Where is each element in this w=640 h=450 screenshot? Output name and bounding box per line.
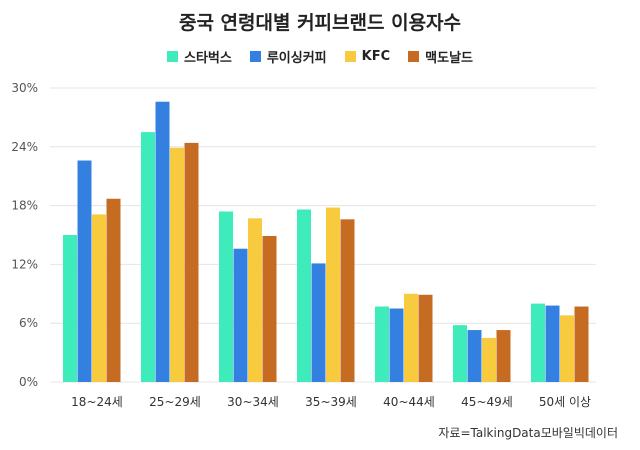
legend-item-kfc: KFC — [344, 47, 391, 66]
legend-swatch-kfc — [344, 51, 356, 62]
bar — [184, 142, 199, 382]
legend-label-kfc: KFC — [361, 49, 391, 64]
x-tick-label: 45~49세 — [461, 395, 513, 409]
bar — [219, 211, 233, 382]
legend-swatch-mcdonalds — [408, 51, 420, 62]
legend-item-mcdonalds: 맥도날드 — [408, 47, 473, 66]
bar — [404, 293, 418, 382]
bar — [545, 305, 560, 382]
bar — [155, 101, 170, 382]
y-tick-label: 0% — [19, 375, 38, 389]
bar — [106, 198, 121, 382]
bar — [531, 303, 545, 382]
y-tick-label: 30% — [11, 81, 38, 95]
bar — [92, 214, 106, 382]
x-tick-label: 35~39세 — [305, 395, 357, 409]
bar — [326, 207, 340, 382]
bar — [248, 218, 262, 382]
bar — [496, 330, 511, 382]
bar — [560, 315, 574, 382]
legend-item-starbucks: 스타벅스 — [167, 47, 232, 66]
legend-swatch-luckin — [249, 51, 261, 62]
bar — [482, 337, 496, 382]
x-tick-label: 30~34세 — [227, 395, 279, 409]
bar — [297, 209, 311, 382]
legend-swatch-starbucks — [167, 51, 178, 62]
bar — [467, 330, 482, 382]
x-tick-label: 40~44세 — [383, 395, 435, 409]
bar — [311, 263, 326, 382]
x-tick-label: 25~29세 — [149, 395, 201, 409]
legend-label-starbucks: 스타벅스 — [184, 51, 232, 66]
bar — [574, 306, 589, 382]
bar — [262, 235, 277, 382]
legend-label-luckin: 루이싱커피 — [266, 51, 327, 66]
bar — [418, 294, 433, 382]
x-tick-label: 50세 이상 — [539, 395, 591, 409]
y-tick-label: 24% — [11, 140, 38, 154]
bar — [375, 306, 389, 382]
legend-label-mcdonalds: 맥도날드 — [425, 51, 473, 66]
bar — [389, 308, 404, 382]
bar — [233, 248, 248, 382]
bar — [63, 235, 77, 382]
y-tick-label: 18% — [11, 199, 38, 213]
bar — [340, 219, 355, 382]
bar — [453, 325, 467, 382]
chart-legend: 스타벅스 루이싱커피 KFC 맥도날드 — [0, 47, 640, 66]
y-tick-label: 6% — [19, 316, 38, 330]
bar — [77, 160, 92, 382]
chart-title: 중국 연령대별 커피브랜드 이용자수 — [178, 12, 462, 34]
legend-item-luckin: 루이싱커피 — [249, 47, 327, 66]
x-tick-label: 18~24세 — [71, 395, 123, 409]
y-tick-label: 12% — [11, 257, 38, 271]
bar — [141, 132, 155, 382]
source-note: 자료=TalkingData모바일빅데이터 — [438, 426, 618, 440]
bar — [170, 147, 184, 382]
